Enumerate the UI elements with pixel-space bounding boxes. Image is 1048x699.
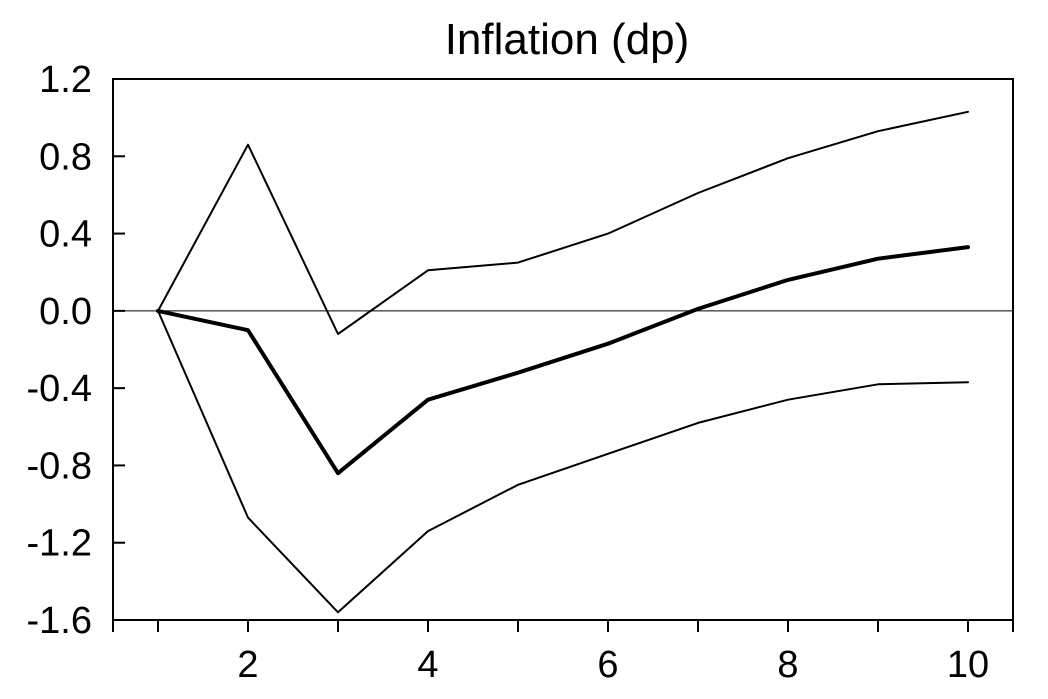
chart-title: Inflation (dp) [445,15,690,64]
series-line-band-0 [157,110,969,335]
y-tick-label: -0.4 [27,368,92,410]
y-tick-label: 0.0 [39,291,92,333]
axis-ticks [112,78,1014,632]
x-tick-label: 10 [947,644,989,686]
y-tick-label: -1.2 [27,523,92,565]
x-tick-label: 2 [237,644,258,686]
x-tick-labels: 2 4 6 8 10 [237,644,989,686]
x-tick-label: 6 [597,644,618,686]
series-line-central-1 [156,245,970,476]
series-line-band-2 [157,309,969,614]
y-tick-label: 0.4 [39,214,92,256]
plot-frame [112,78,1014,621]
y-tick-label: -0.8 [27,445,92,487]
x-tick-label: 4 [417,644,438,686]
series-lines [156,110,970,614]
y-tick-label: 1.2 [39,59,92,101]
y-tick-label: 0.8 [39,136,92,178]
y-tick-labels: 1.2 0.8 0.4 0.0 -0.4 -0.8 -1.2 -1.6 [27,59,92,642]
y-tick-label: -1.6 [27,600,92,642]
x-tick-label: 8 [777,644,798,686]
